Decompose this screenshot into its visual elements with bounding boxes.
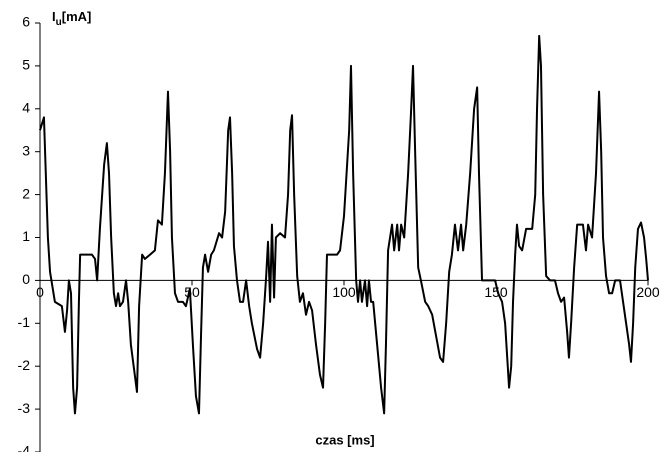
y-tick-label: 6	[22, 14, 30, 30]
x-tick-label: 0	[36, 284, 44, 300]
y-tick-label: 5	[22, 57, 30, 73]
x-tick-label: 200	[636, 284, 660, 300]
y-tick-label: -2	[18, 357, 31, 373]
y-tick-label: -1	[18, 314, 31, 330]
y-tick-label: 2	[22, 185, 30, 201]
y-label-unit: [mA]	[62, 9, 92, 24]
y-label-sub: u	[56, 17, 62, 28]
y-tick-label: -4	[18, 443, 31, 452]
x-axis-label: czas [ms]	[315, 432, 374, 447]
line-series	[39, 34, 649, 415]
y-tick-label: 4	[22, 100, 30, 116]
y-tick-label: 0	[22, 271, 30, 287]
y-axis-label: Iu[mA]	[52, 9, 91, 27]
x-tick-label: 50	[184, 284, 200, 300]
y-tick-label: -3	[18, 400, 31, 416]
x-tick-label: 150	[484, 284, 508, 300]
y-label-main: I	[52, 9, 56, 24]
y-tick-label: 1	[22, 228, 30, 244]
x-tick-label: 100	[332, 284, 356, 300]
y-tick-label: 3	[22, 142, 30, 158]
